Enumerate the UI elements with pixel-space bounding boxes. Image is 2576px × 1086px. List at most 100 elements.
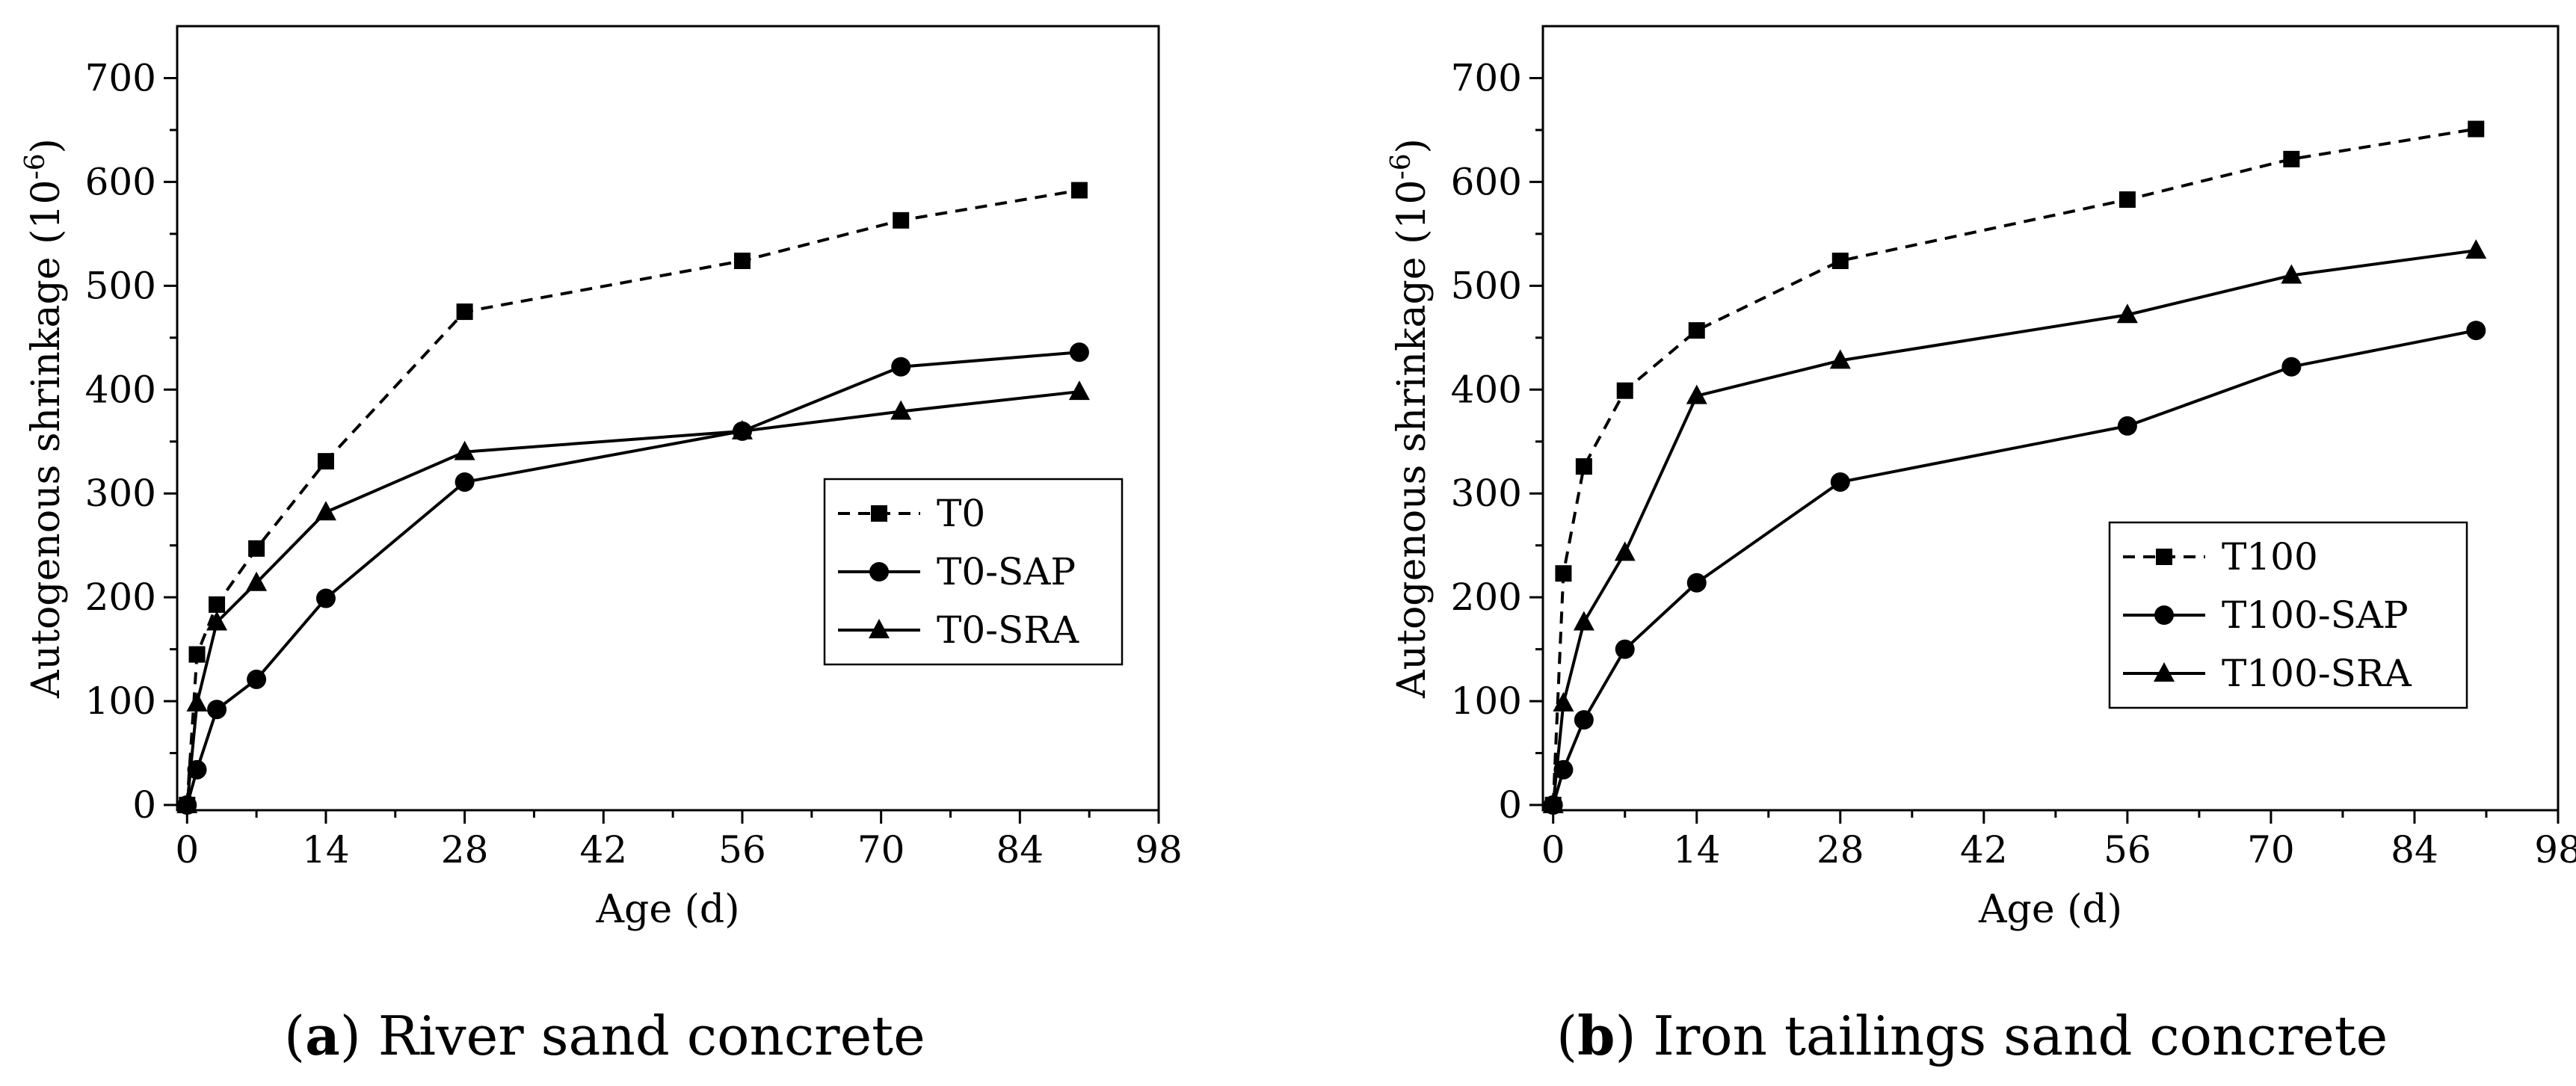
y-tick-label-a: 0	[132, 783, 156, 827]
data-point-T100-SRA	[2465, 239, 2487, 259]
y-tick-label-a: 400	[85, 368, 156, 411]
data-point-T0-SRA	[186, 691, 208, 712]
data-point-T0	[893, 212, 910, 229]
y-tick-label-a: 700	[85, 56, 156, 99]
data-point-T100-SRA	[1573, 611, 1594, 631]
caption-b-letter: b	[1577, 1004, 1615, 1067]
x-tick-label-a: 84	[996, 828, 1044, 871]
data-point-T100-SRA	[1553, 691, 1574, 712]
legend-label-T0-SRA: T0-SRA	[937, 608, 1079, 652]
series-T0-SRA	[176, 380, 1090, 814]
data-point-T100-SAP	[2281, 357, 2302, 377]
x-tick-label-a: 42	[579, 828, 627, 871]
data-point-T0-SAP	[207, 700, 227, 720]
data-point-T0	[209, 596, 226, 613]
x-tick-label-a: 98	[1135, 828, 1183, 871]
data-point-T0	[248, 540, 265, 557]
chart-panel-a: 0 14 28 42 56 70 84 98 0 100 200 300 400 500 600 700 Age…	[20, 25, 1183, 932]
plot-frame-a	[176, 25, 1160, 812]
x-tick-label-b: 42	[1960, 828, 2008, 871]
data-point-T100	[2468, 120, 2485, 138]
x-tick-label-b: 70	[2247, 828, 2295, 871]
data-point-T100	[1688, 322, 1705, 339]
y-tick-label-b: 300	[1451, 472, 1522, 515]
data-point-T0-SRA	[206, 611, 228, 631]
caption-a: (a) River sand concrete	[284, 1004, 925, 1067]
data-point-T100	[2283, 150, 2300, 167]
legend-label-T0: T0	[937, 492, 985, 535]
y-tick-label-b: 600	[1451, 160, 1522, 203]
data-point-T100-SAP	[1574, 710, 1594, 730]
data-point-T100-SRA	[2116, 303, 2138, 324]
y-axis-label-b: Autogenous shrinkage (10-6)	[1386, 138, 1435, 699]
legend-a: T0 T0-SAP T0-SRA	[823, 478, 1124, 666]
legend-label-T100-SAP: T100-SAP	[2222, 593, 2409, 637]
y-tick-label-a: 600	[85, 160, 156, 203]
data-point-T0-SRA	[731, 419, 753, 439]
y-tick-label-b: 0	[1498, 783, 1522, 827]
data-point-T0-SAP	[891, 357, 911, 377]
data-point-T100-SRA	[1542, 794, 1564, 814]
legend-marker-T0-SAP	[869, 562, 889, 581]
x-tick-label-a: 14	[302, 828, 350, 871]
series-T100-SRA	[1542, 239, 2487, 814]
y-tick-label-b: 500	[1451, 264, 1522, 307]
data-point-T100	[1831, 253, 1849, 270]
y-axis-label-a: Autogenous shrinkage (10-6)	[20, 138, 69, 699]
caption-b-text: Iron tailings sand concrete	[1653, 1005, 2388, 1067]
x-tick-label-b: 98	[2534, 828, 2576, 871]
legend-label-T100: T100	[2222, 535, 2318, 579]
data-point-T0	[456, 303, 473, 321]
y-tick-label-b: 100	[1451, 679, 1522, 723]
data-point-T0-SAP	[1069, 342, 1089, 362]
series-T0	[179, 182, 1088, 814]
series-line-T100	[1551, 127, 2477, 806]
legend-marker-T100-SRA	[2154, 662, 2175, 682]
series-T100	[1544, 120, 2485, 814]
data-point-T100-SAP	[2466, 321, 2486, 341]
legend-label-T0-SAP: T0-SAP	[937, 550, 1076, 593]
data-point-T0-SRA	[246, 571, 268, 591]
x-tick-label-a: 0	[175, 828, 199, 871]
x-tick-label-b: 14	[1673, 828, 1721, 871]
data-point-T100-SRA	[2281, 264, 2302, 284]
data-point-T100-SAP	[2117, 416, 2137, 436]
x-tick-label-a: 28	[441, 828, 489, 871]
data-point-T0-SRA	[454, 440, 475, 460]
data-point-T0-SRA	[890, 400, 912, 420]
y-tick-label-a: 300	[85, 472, 156, 515]
x-tick-label-b: 56	[2104, 828, 2151, 871]
data-point-T100	[1616, 382, 1633, 399]
series-T0-SAP	[177, 342, 1089, 815]
legend-b: T100 T100-SAP T100-SRA	[2108, 521, 2468, 709]
caption-b: (b) Iron tailings sand concrete	[1556, 1004, 2388, 1067]
data-point-T0-SAP	[315, 588, 336, 608]
y-tick-label-a: 200	[85, 576, 156, 619]
data-point-T0-SRA	[1068, 380, 1090, 401]
y-tick-label-a: 500	[85, 264, 156, 307]
data-point-T100	[1555, 565, 1572, 582]
y-tick-label-b: 400	[1451, 368, 1522, 411]
data-point-T100-SRA	[1829, 349, 1851, 369]
data-point-T100-SAP	[1615, 639, 1635, 659]
y-tick-label-b: 200	[1451, 576, 1522, 619]
plot-frame-b	[1541, 25, 2560, 812]
y-tick-label-b: 700	[1451, 56, 1522, 99]
y-tick-label-a: 100	[85, 679, 156, 723]
data-point-T100-SRA	[1614, 541, 1636, 561]
legend-marker-T0	[871, 505, 887, 522]
data-point-T100-SAP	[1830, 472, 1850, 492]
legend-marker-T100-SAP	[2154, 605, 2174, 625]
x-tick-label-b: 84	[2391, 828, 2438, 871]
x-tick-label-a: 70	[857, 828, 905, 871]
data-point-T0-SRA	[176, 794, 198, 814]
series-T100-SAP	[1543, 321, 2486, 815]
data-point-T0-SAP	[247, 669, 267, 689]
legend-marker-T100	[2156, 549, 2172, 565]
data-point-T0	[317, 453, 334, 470]
caption-a-text: River sand concrete	[378, 1005, 925, 1067]
x-tick-label-b: 28	[1817, 828, 1864, 871]
x-axis-label-b: Age (d)	[1978, 887, 2122, 932]
data-point-T0	[733, 253, 751, 270]
